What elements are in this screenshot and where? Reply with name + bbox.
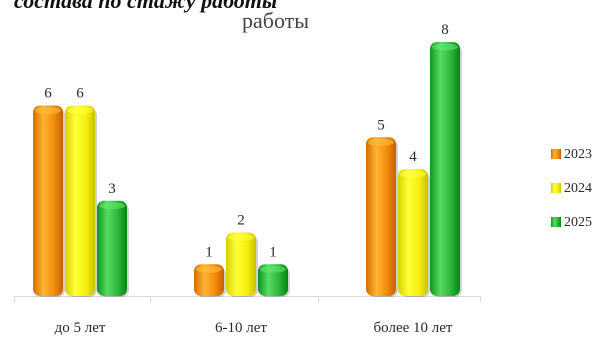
bar-top-cap <box>368 138 394 146</box>
bar-top-cap <box>400 170 426 178</box>
bars <box>33 42 462 297</box>
data-label-2024-1: 6 <box>76 86 84 102</box>
x-tick-labels: до 5 лет 6-10 лет более 10 лет <box>55 320 453 336</box>
legend-swatch <box>551 149 561 159</box>
bar-2023-1 <box>33 105 65 297</box>
data-labels: 6 6 3 1 2 1 5 4 8 <box>44 22 449 260</box>
bar-2024-2 <box>226 232 258 297</box>
bar-body <box>398 169 428 296</box>
data-label-2025-2: 1 <box>269 244 277 260</box>
bar-top-cap <box>228 234 254 241</box>
bar-body <box>258 264 288 296</box>
data-label-2024-2: 2 <box>237 213 245 229</box>
legend-label: 2025 <box>564 215 592 230</box>
data-label-2025-3: 8 <box>441 22 449 38</box>
bar-2023-3 <box>366 137 398 297</box>
bar-body <box>97 200 127 296</box>
bar-body <box>65 105 95 296</box>
legend-swatch <box>551 217 561 227</box>
legend: 2023 2024 2025 <box>551 147 592 230</box>
legend-label: 2023 <box>564 147 592 162</box>
data-label-2024-3: 4 <box>409 149 417 165</box>
legend-item-2023: 2023 <box>551 147 592 162</box>
legend-item-2024: 2024 <box>551 181 592 196</box>
bar-body <box>194 264 224 296</box>
bar-2025-1 <box>97 200 129 297</box>
bar-body <box>430 42 460 296</box>
bar-2025-3 <box>430 42 462 297</box>
bar-2024-1 <box>65 105 97 297</box>
legend-item-2025: 2025 <box>551 215 592 230</box>
chart-title: работы <box>242 8 310 33</box>
bar-body <box>366 137 396 296</box>
bar-top-cap <box>432 43 458 51</box>
x-axis <box>14 296 481 302</box>
bar-top-cap <box>196 265 222 273</box>
bar-body <box>33 105 63 296</box>
bar-top-cap <box>35 107 61 114</box>
data-label-2023-2: 1 <box>205 244 213 260</box>
page-heading-fragment: состава по стажу работы <box>0 0 420 13</box>
bar-2025-2 <box>258 264 290 297</box>
bar-2024-3 <box>398 169 430 297</box>
legend-label: 2024 <box>564 181 592 196</box>
x-tick-label-1: до 5 лет <box>55 320 106 336</box>
bar-body <box>226 232 256 296</box>
data-label-2025-1: 3 <box>108 181 116 197</box>
page-heading-text: состава по стажу работы <box>14 0 278 13</box>
data-label-2023-1: 6 <box>44 86 52 102</box>
bar-2023-2 <box>194 264 226 297</box>
legend-swatch <box>551 183 561 193</box>
x-tick-label-3: более 10 лет <box>374 320 453 336</box>
data-label-2023-3: 5 <box>377 117 385 133</box>
x-tick-label-2: 6-10 лет <box>215 320 267 336</box>
bar-top-cap <box>99 202 125 210</box>
bar-top-cap <box>67 107 93 114</box>
bar-top-cap <box>260 265 286 273</box>
